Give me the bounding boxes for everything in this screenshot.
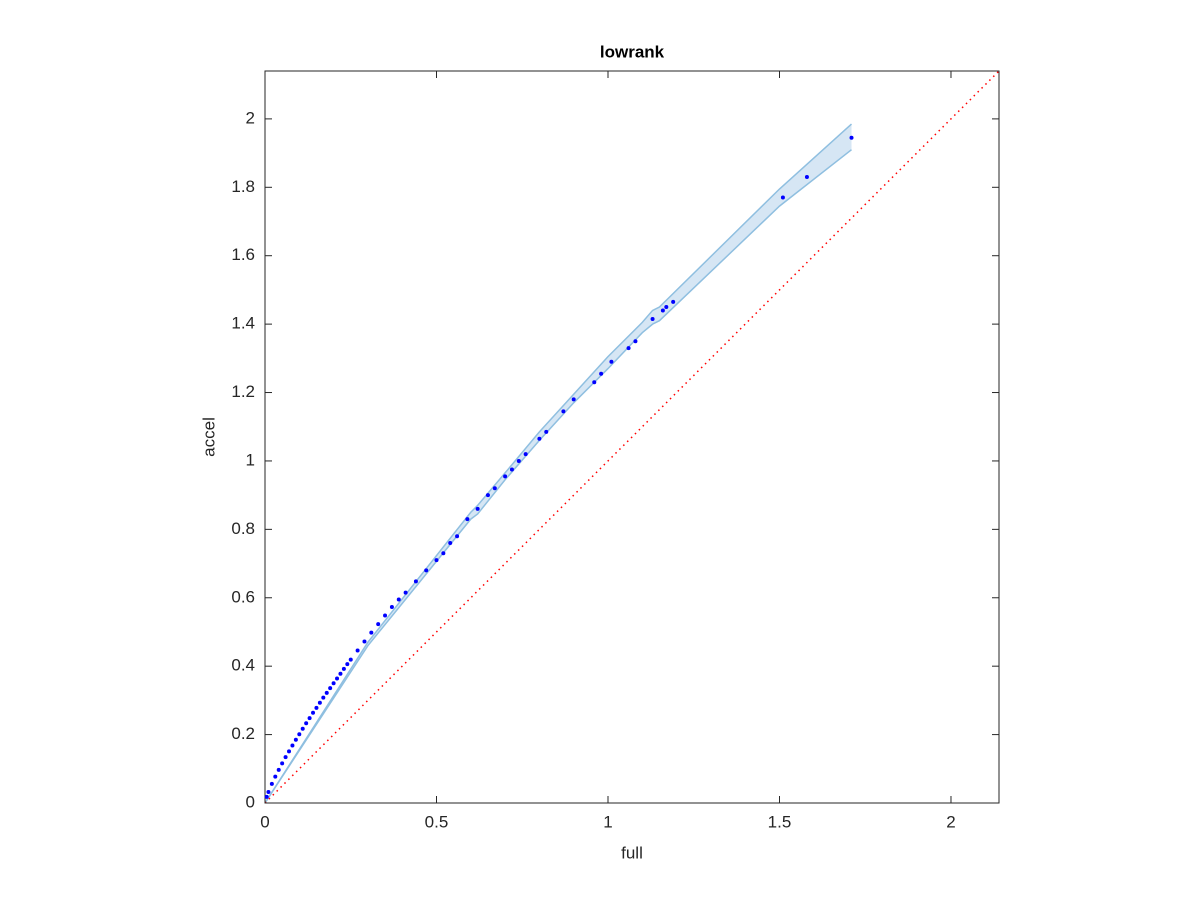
data-point <box>780 195 785 200</box>
data-point <box>345 662 350 667</box>
y-tick-label: 0.6 <box>231 587 255 606</box>
plot-frame <box>264 70 1000 804</box>
data-point <box>269 781 274 786</box>
data-point <box>297 732 302 737</box>
data-point <box>413 579 418 584</box>
x-tick-label: 0.5 <box>425 812 449 831</box>
data-point <box>355 648 360 653</box>
y-tick-label: 1 <box>246 450 255 469</box>
data-point <box>311 710 316 715</box>
data-point <box>383 613 388 618</box>
x-axis-label: full <box>621 843 643 862</box>
y-tick-label: 0 <box>246 792 255 811</box>
data-point <box>389 605 394 610</box>
data-point <box>324 690 329 695</box>
data-point <box>300 726 305 731</box>
data-point <box>341 666 346 671</box>
confidence-band <box>265 124 852 804</box>
x-tick-label: 0 <box>260 812 269 831</box>
data-point <box>537 436 542 441</box>
data-point <box>273 774 278 779</box>
data-point <box>348 657 353 662</box>
data-point <box>609 359 614 364</box>
y-tick-label: 0.2 <box>231 724 255 743</box>
band-lower <box>264 149 852 804</box>
data-point <box>804 175 809 180</box>
y-tick-label: 1.2 <box>231 382 255 401</box>
data-point <box>650 316 655 321</box>
data-point <box>544 429 549 434</box>
data-point <box>362 639 367 644</box>
data-point <box>328 686 333 691</box>
data-point <box>331 681 336 686</box>
data-point <box>338 671 343 676</box>
data-point <box>592 380 597 385</box>
data-point <box>633 339 638 344</box>
data-point <box>626 346 631 351</box>
reference-line <box>264 70 1000 804</box>
data-point <box>266 790 271 795</box>
data-point <box>280 761 285 766</box>
data-point <box>304 721 309 726</box>
y-axis-label: accel <box>199 417 218 457</box>
y-tick-label: 0.8 <box>231 519 255 538</box>
data-point <box>516 458 521 463</box>
data-point <box>441 551 446 556</box>
data-point <box>660 308 665 313</box>
data-point <box>276 767 281 772</box>
data-point <box>465 517 470 522</box>
data-point <box>485 493 490 498</box>
data-point <box>321 695 326 700</box>
y-tick-label: 1.6 <box>231 245 255 264</box>
data-point <box>317 700 322 705</box>
x-tick-label: 2 <box>946 812 955 831</box>
band-upper <box>264 123 853 804</box>
y-tick-label: 2 <box>246 108 255 127</box>
data-point <box>664 305 669 310</box>
data-point <box>492 486 497 491</box>
data-point <box>475 506 480 511</box>
y-tick-label: 1.8 <box>231 177 255 196</box>
data-point <box>455 534 460 539</box>
data-point <box>293 737 298 742</box>
data-point <box>314 705 319 710</box>
data-point <box>503 474 508 479</box>
data-point <box>599 371 604 376</box>
data-point <box>396 597 401 602</box>
data-point <box>287 749 292 754</box>
data-point <box>307 716 312 721</box>
data-point <box>283 755 288 760</box>
data-point <box>264 794 269 799</box>
x-tick-label: 1.5 <box>768 812 792 831</box>
data-point <box>571 397 576 402</box>
y-tick-label: 0.4 <box>231 656 255 675</box>
data-point <box>369 630 374 635</box>
data-point <box>290 743 295 748</box>
data-point <box>335 676 340 681</box>
data-point <box>849 135 854 140</box>
data-point <box>424 568 429 573</box>
data-point <box>671 299 676 304</box>
data-point <box>403 590 408 595</box>
data-point <box>448 541 453 546</box>
data-point <box>523 452 528 457</box>
chart-title: lowrank <box>600 42 665 61</box>
data-point <box>376 622 381 627</box>
data-point <box>434 558 439 563</box>
y-tick-label: 1.4 <box>231 314 255 333</box>
x-tick-label: 1 <box>603 812 612 831</box>
data-point <box>509 467 514 472</box>
data-point <box>561 409 566 414</box>
